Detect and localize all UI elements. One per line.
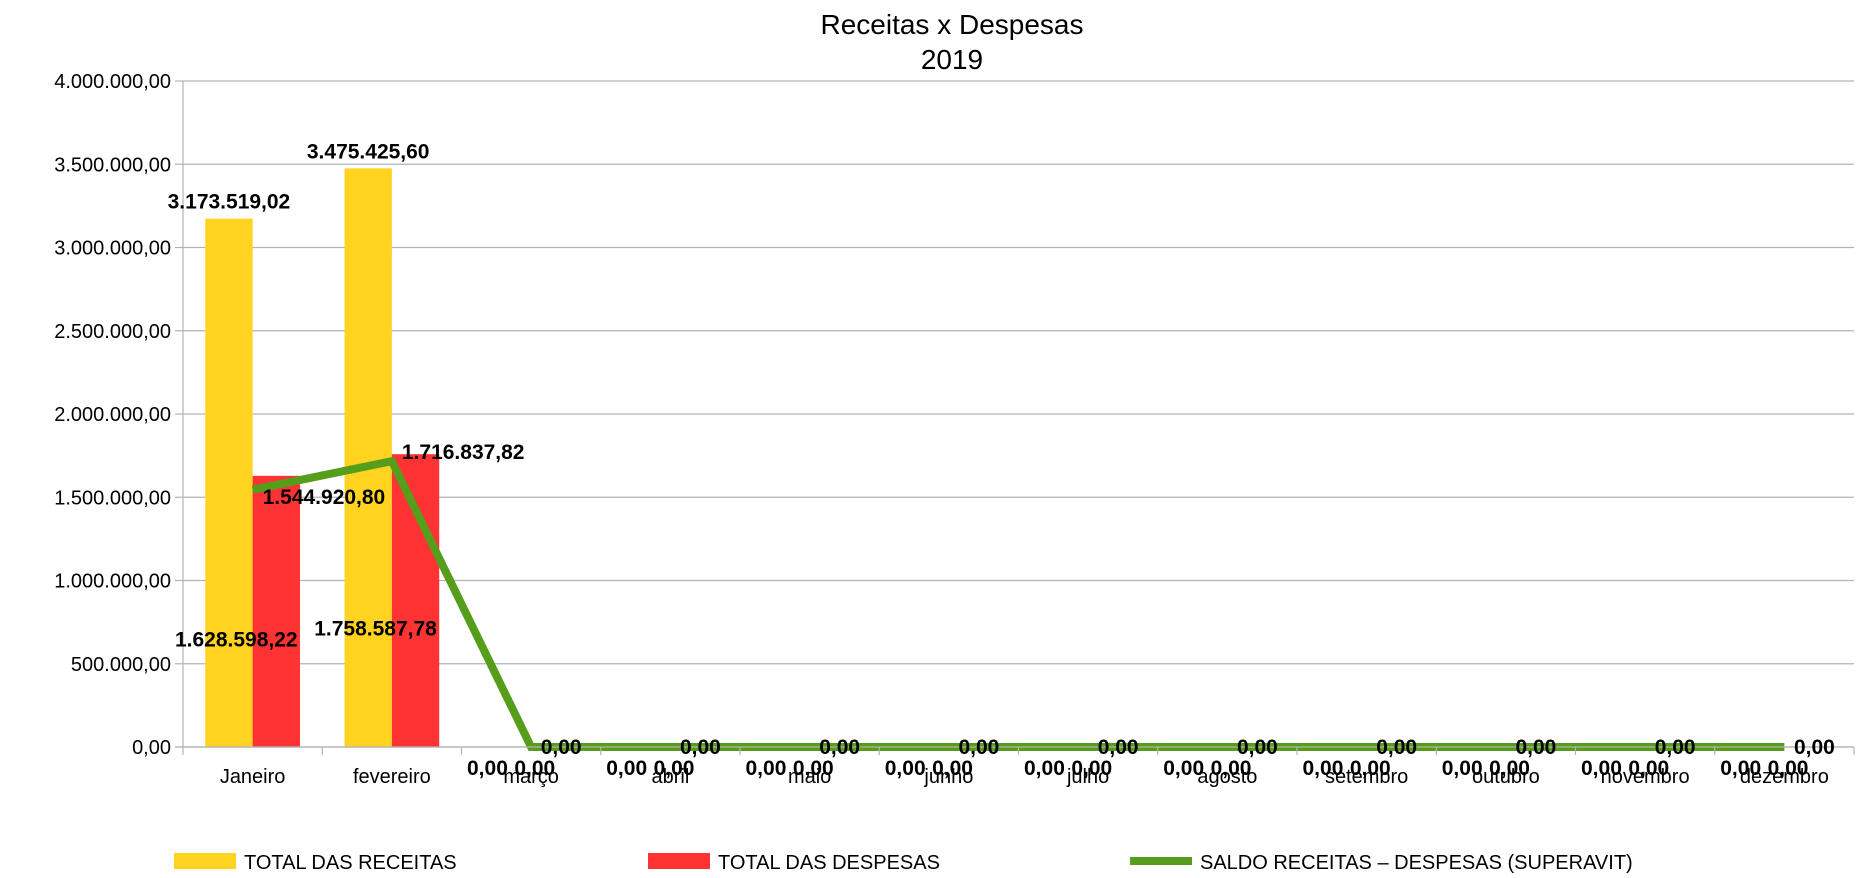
x-axis: Janeiro fevereiro março abril maio junho julho… [175,746,1855,788]
receitas-label: 0,00 [1024,757,1065,780]
legend-label: TOTAL DAS DESPESAS [718,852,940,874]
despesas-label: 0,00 [1071,757,1112,780]
receitas-label: 0,00 [1581,757,1622,780]
receitas-label: 0,00 [885,757,926,780]
saldo-label: 0,00 [1376,736,1417,759]
legend-label: TOTAL DAS RECEITAS [244,852,457,874]
x-tick-label: Janeiro [220,766,286,788]
saldo-label: 1.544.920,80 [263,486,386,509]
saldo-label: 0,00 [541,736,582,759]
y-tick-label: 2.000.000,00 [54,404,171,426]
despesas-bar [391,454,440,747]
saldo-label: 1.716.837,82 [402,441,525,464]
x-tick-label: novembro [1601,766,1690,788]
legend-label: SALDO RECEITAS – DESPESAS (SUPERAVIT) [1200,852,1633,874]
chart-title: Receitas x Despesas [820,9,1083,40]
despesas-label: 0,00 [654,757,695,780]
despesas-label: 0,00 [1489,757,1530,780]
saldo-label: 0,00 [958,736,999,759]
y-tick-label: 1.000.000,00 [54,571,171,593]
despesas-label: 0,00 [793,757,834,780]
despesas-label: 0,00 [1211,757,1252,780]
despesas-label: 0,00 [514,757,555,780]
x-tick-label: julho [1066,766,1109,788]
x-tick-label: outubro [1472,766,1540,788]
receitas-label: 0,00 [1163,757,1204,780]
grid-lines [183,80,1854,748]
receitas-bar [205,218,253,748]
despesas-bar [252,475,300,747]
despesas-label: 1.628.598,22 [175,628,298,651]
legend: TOTAL DAS RECEITAS TOTAL DAS DESPESAS SALD… [174,852,1633,874]
despesas-label: 0,00 [1768,757,1809,780]
saldo-label: 0,00 [1794,736,1835,759]
despesas-label: 0,00 [1350,757,1391,780]
y-tick-label: 3.000.000,00 [54,238,171,260]
saldo-label: 0,00 [819,736,860,759]
receitas-label: 0,00 [1303,757,1344,780]
y-tick-label: 3.500.000,00 [54,154,171,176]
y-tick-label: 500.000,00 [71,654,171,676]
y-tick-label: 1.500.000,00 [54,487,171,509]
x-tick-label: junho [923,766,973,788]
saldo-label: 0,00 [1655,736,1696,759]
y-tick-label: 0,00 [132,737,171,759]
legend-swatch [174,853,236,869]
y-tick-label: 2.500.000,00 [54,321,171,343]
saldo-line [251,456,1785,751]
receitas-label: 3.173.519,02 [168,191,291,214]
y-tick-label: 4.000.000,00 [54,71,171,93]
despesas-label: 0,00 [932,757,973,780]
chart-subtitle: 2019 [921,44,983,75]
x-tick-label: dezembro [1740,766,1829,788]
legend-swatch [648,853,710,869]
saldo-line-path [251,456,1785,751]
x-tick-label: setembro [1325,766,1408,788]
x-tick-label: maio [788,766,831,788]
receitas-label: 0,00 [1442,757,1483,780]
receitas-label: 0,00 [746,757,787,780]
receitas-label: 0,00 [1720,757,1761,780]
saldo-label: 0,00 [1098,736,1139,759]
saldo-label: 0,00 [680,736,721,759]
saldo-label: 0,00 [1237,736,1278,759]
x-tick-label: abril [651,766,689,788]
receitas-label: 3.475.425,60 [307,140,430,163]
x-tick-label: março [503,766,559,788]
saldo-label: 0,00 [1515,736,1556,759]
receitas-label: 0,00 [606,757,647,780]
despesas-label: 1.758.587,78 [314,618,437,641]
bars [205,168,440,748]
receitas-label: 0,00 [467,757,508,780]
x-tick-label: fevereiro [353,766,431,788]
despesas-label: 0,00 [1628,757,1669,780]
data-labels: 3.173.519,023.475.425,600,00 0,00 0,00 0,00… [168,140,1835,780]
x-tick-label: agosto [1197,766,1257,788]
receitas-bar [344,168,392,747]
y-axis: 0,00 500.000,00 1.000.000,00 1.500.000,00 2.… [54,71,184,759]
